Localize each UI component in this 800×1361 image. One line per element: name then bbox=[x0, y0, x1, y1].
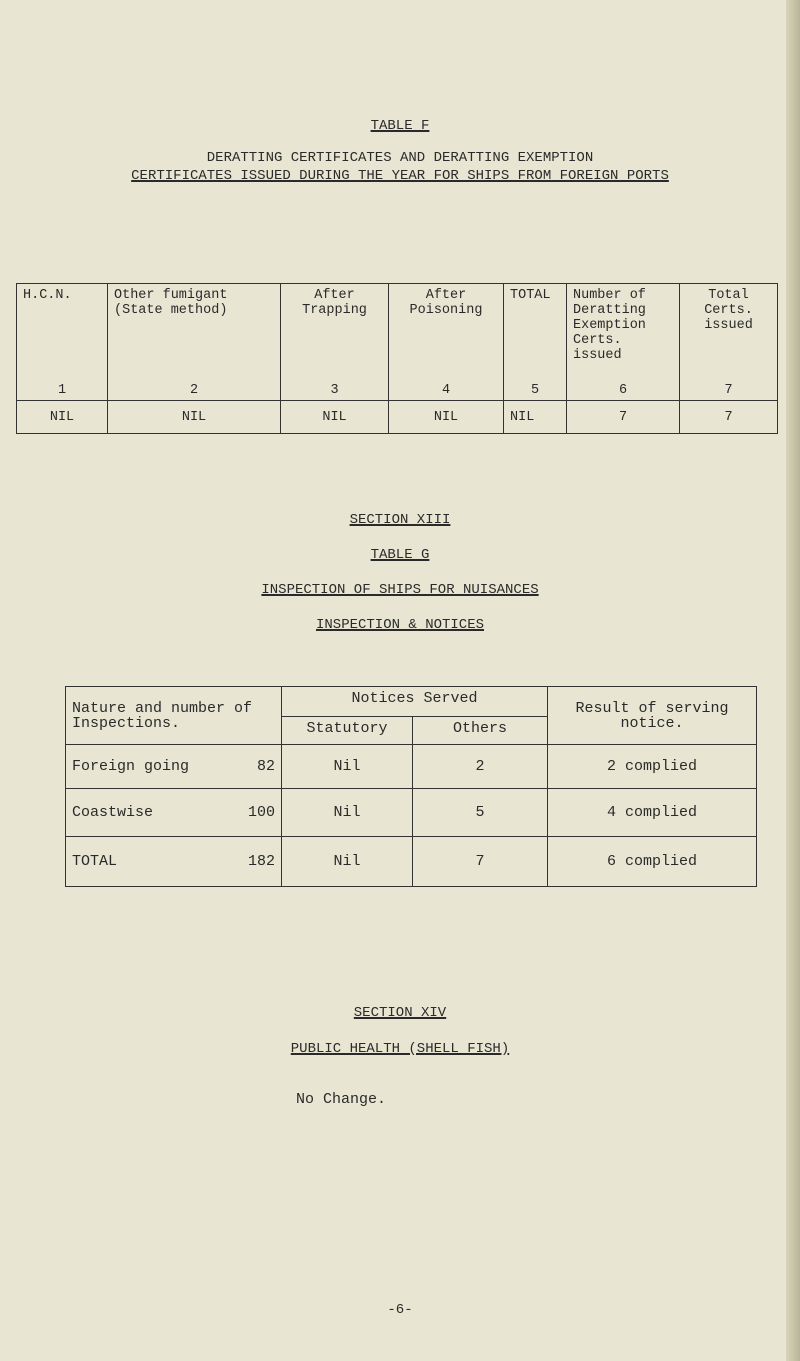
table-f-header-row: H.C.N. 1 Other fumigant (State method) 2 A… bbox=[16, 283, 778, 401]
header-cell: After Trapping 3 bbox=[280, 283, 389, 401]
cell: 7 bbox=[679, 400, 778, 434]
table-g-row: TOTAL 182 Nil 7 6 complied bbox=[65, 836, 757, 887]
header-cell: After Poisoning 4 bbox=[388, 283, 504, 401]
table-g-subsubtitle: INSPECTION & NOTICES bbox=[315, 617, 485, 633]
header-cell: Other fumigant (State method) 2 bbox=[107, 283, 281, 401]
public-health-heading: PUBLIC HEALTH (SHELL FISH) bbox=[290, 1041, 510, 1057]
cell-nature: TOTAL 182 bbox=[65, 836, 282, 887]
header-others: Others bbox=[412, 716, 548, 745]
header-cell: H.C.N. 1 bbox=[16, 283, 108, 401]
header-result: Result of serving notice. bbox=[547, 686, 757, 745]
cell-others: 7 bbox=[412, 836, 548, 887]
table-g-row: Coastwise 100 Nil 5 4 complied bbox=[65, 788, 757, 837]
cell-result: 4 complied bbox=[547, 788, 757, 837]
section-xiii-heading: SECTION XIII bbox=[349, 512, 451, 528]
cell-statutory: Nil bbox=[281, 788, 413, 837]
cell: NIL bbox=[388, 400, 504, 434]
table-f-subtitle-1: DERATTING CERTIFICATES AND DERATTING EXE… bbox=[206, 150, 594, 166]
cell: NIL bbox=[280, 400, 389, 434]
cell-nature: Foreign going 82 bbox=[65, 744, 282, 789]
cell-result: 6 complied bbox=[547, 836, 757, 887]
page-edge-shadow bbox=[786, 0, 800, 1361]
table-f-data-row: NIL NIL NIL NIL NIL 7 7 bbox=[16, 400, 778, 434]
table-f: H.C.N. 1 Other fumigant (State method) 2 A… bbox=[16, 283, 778, 434]
page-number: -6- bbox=[387, 1302, 413, 1318]
cell-others: 2 bbox=[412, 744, 548, 789]
section-xiv-heading: SECTION XIV bbox=[353, 1005, 447, 1021]
cell-nature: Coastwise 100 bbox=[65, 788, 282, 837]
table-g-header-row-2: Statutory Others bbox=[66, 716, 757, 745]
table-g-subtitle: INSPECTION OF SHIPS FOR NUISANCES bbox=[261, 582, 539, 598]
table-g-header-row-1: Nature and number of Inspections. Notice… bbox=[65, 686, 757, 745]
table-g-title: TABLE G bbox=[370, 547, 430, 563]
cell-others: 5 bbox=[412, 788, 548, 837]
cell: NIL bbox=[16, 400, 108, 434]
table-f-subtitle-2: CERTIFICATES ISSUED DURING THE YEAR FOR … bbox=[131, 168, 669, 184]
no-change-text: No Change. bbox=[296, 1091, 387, 1108]
table-f-title: TABLE F bbox=[370, 118, 430, 134]
header-statutory: Statutory bbox=[281, 716, 413, 745]
cell-statutory: Nil bbox=[281, 744, 413, 789]
header-cell: TOTAL 5 bbox=[503, 283, 567, 401]
header-notices: Notices Served bbox=[281, 686, 548, 717]
table-g: Nature and number of Inspections. Notice… bbox=[65, 686, 757, 887]
header-cell: Number of Deratting Exemption Certs. iss… bbox=[566, 283, 680, 401]
cell-statutory: Nil bbox=[281, 836, 413, 887]
cell: NIL bbox=[107, 400, 281, 434]
header-nature: Nature and number of Inspections. bbox=[65, 686, 282, 745]
table-g-row: Foreign going 82 Nil 2 2 complied bbox=[65, 744, 757, 789]
cell-result: 2 complied bbox=[547, 744, 757, 789]
cell: 7 bbox=[566, 400, 680, 434]
cell: NIL bbox=[503, 400, 567, 434]
header-cell: Total Certs. issued 7 bbox=[679, 283, 778, 401]
